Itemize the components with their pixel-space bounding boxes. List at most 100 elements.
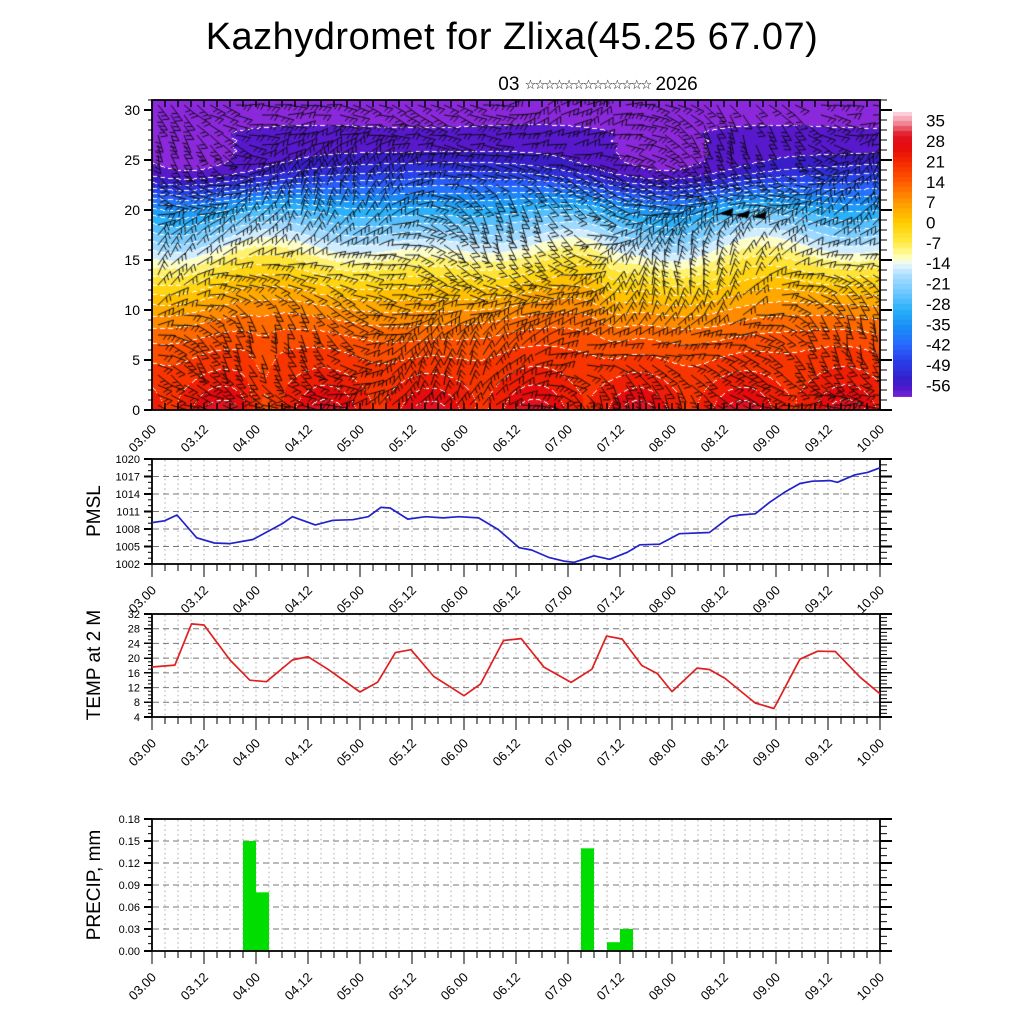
y-tick-label: 16 bbox=[128, 668, 140, 680]
y-tick-label: 1017 bbox=[116, 471, 140, 483]
y-tick-label: 12 bbox=[128, 683, 140, 695]
x-tick-label: 03.00 bbox=[126, 422, 160, 456]
y-tick-label: 30 bbox=[124, 102, 140, 118]
precip-bar bbox=[607, 942, 620, 951]
panel-frame bbox=[151, 818, 881, 952]
x-tick-label: 09.00 bbox=[750, 583, 784, 617]
page-title: Kazhydromet for Zlixa(45.25 67.07) bbox=[205, 16, 819, 58]
x-tick-label: 08.00 bbox=[646, 970, 680, 1004]
x-tick-label: 04.00 bbox=[230, 970, 264, 1004]
colorbar-tick-label: 35 bbox=[926, 112, 945, 131]
x-tick-label: 03.00 bbox=[126, 970, 160, 1004]
x-tick-label: 05.00 bbox=[334, 583, 368, 617]
x-tick-label: 05.12 bbox=[386, 422, 420, 456]
x-tick-label: 05.00 bbox=[334, 970, 368, 1004]
y-tick-label: 20 bbox=[124, 202, 140, 218]
cross-section-canvas bbox=[152, 100, 880, 410]
temp-line bbox=[151, 623, 881, 710]
x-tick-label: 07.00 bbox=[542, 736, 576, 770]
colorbar-tick-label: 0 bbox=[926, 214, 935, 233]
temp-axis-title: TEMP at 2 M bbox=[84, 609, 105, 721]
y-tick-label: 32 bbox=[128, 609, 140, 621]
panel-frame bbox=[151, 458, 881, 565]
y-tick-label: 0 bbox=[132, 402, 140, 418]
y-tick-label: 0.03 bbox=[119, 924, 140, 936]
y-tick-label: 4 bbox=[134, 712, 140, 724]
x-tick-label: 08.12 bbox=[698, 583, 732, 617]
x-tick-label: 06.12 bbox=[490, 583, 524, 617]
x-tick-label: 03.12 bbox=[178, 736, 212, 770]
x-tick-label: 04.00 bbox=[230, 736, 264, 770]
star-row: ☆☆☆☆☆☆☆☆☆☆☆☆☆ bbox=[524, 77, 653, 92]
date-subtitle: 03 ☆☆☆☆☆☆☆☆☆☆☆☆☆ 2026 bbox=[498, 74, 698, 96]
colorbar-tick-label: 14 bbox=[926, 173, 945, 192]
x-tick-label: 04.00 bbox=[230, 422, 264, 456]
x-tick-label: 08.00 bbox=[646, 422, 680, 456]
x-tick-label: 04.00 bbox=[230, 583, 264, 617]
colorbar-tick-label: 7 bbox=[926, 193, 935, 212]
y-tick-label: 1002 bbox=[116, 559, 140, 571]
y-tick-label: 0.15 bbox=[119, 836, 140, 848]
x-tick-label: 06.12 bbox=[490, 736, 524, 770]
y-tick-label: 0.06 bbox=[119, 902, 140, 914]
x-tick-label: 03.00 bbox=[126, 736, 160, 770]
y-tick-label: 10 bbox=[124, 302, 140, 318]
colorbar-tick-label: -35 bbox=[926, 315, 951, 334]
x-tick-label: 08.12 bbox=[698, 970, 732, 1004]
colorbar-tick-label: 28 bbox=[926, 132, 945, 151]
precip-bar bbox=[243, 841, 256, 951]
y-tick-label: 28 bbox=[128, 624, 140, 636]
precip-bar bbox=[620, 929, 633, 951]
x-tick-label: 09.12 bbox=[802, 970, 836, 1004]
x-tick-label: 05.12 bbox=[386, 583, 420, 617]
x-tick-label: 05.00 bbox=[334, 422, 368, 456]
x-tick-label: 04.12 bbox=[282, 422, 316, 456]
x-tick-label: 10.00 bbox=[854, 583, 888, 617]
precip-axis-title: PRECIP, mm bbox=[84, 829, 105, 941]
pmsl-line bbox=[151, 467, 881, 564]
x-tick-label: 08.12 bbox=[698, 736, 732, 770]
y-tick-label: 0.12 bbox=[119, 858, 140, 870]
x-tick-label: 03.12 bbox=[178, 422, 212, 456]
colorbar-tick-label: -21 bbox=[926, 275, 951, 294]
y-tick-label: 1008 bbox=[116, 524, 140, 536]
y-tick-label: 1020 bbox=[116, 454, 140, 466]
x-tick-label: 05.12 bbox=[386, 970, 420, 1004]
panel-frame bbox=[151, 613, 881, 718]
x-tick-label: 09.12 bbox=[802, 422, 836, 456]
x-tick-label: 04.12 bbox=[282, 970, 316, 1004]
y-tick-label: 1011 bbox=[116, 506, 140, 518]
x-tick-label: 08.12 bbox=[698, 422, 732, 456]
colorbar-canvas bbox=[893, 112, 912, 397]
x-tick-label: 09.00 bbox=[750, 970, 784, 1004]
pmsl-axis-title: PMSL bbox=[84, 485, 105, 537]
x-tick-label: 07.00 bbox=[542, 970, 576, 1004]
y-tick-label: 1014 bbox=[116, 489, 140, 501]
y-tick-label: 0.18 bbox=[119, 814, 140, 826]
x-tick-label: 03.12 bbox=[178, 583, 212, 617]
x-tick-label: 07.00 bbox=[542, 583, 576, 617]
colorbar-tick-label: -49 bbox=[926, 356, 951, 375]
x-tick-label: 04.12 bbox=[282, 736, 316, 770]
x-tick-label: 03.12 bbox=[178, 970, 212, 1004]
x-tick-label: 10.00 bbox=[854, 422, 888, 456]
y-tick-label: 20 bbox=[128, 653, 140, 665]
y-tick-label: 1005 bbox=[116, 541, 140, 553]
x-tick-label: 09.00 bbox=[750, 422, 784, 456]
x-tick-label: 10.00 bbox=[854, 970, 888, 1004]
colorbar-tick-label: -14 bbox=[926, 254, 951, 273]
x-tick-label: 06.00 bbox=[438, 583, 472, 617]
x-tick-label: 09.12 bbox=[802, 583, 836, 617]
precip-bar bbox=[581, 848, 594, 951]
x-tick-label: 07.12 bbox=[594, 736, 628, 770]
subtitle-year: 2026 bbox=[655, 74, 698, 95]
subtitle-month: 03 bbox=[498, 74, 520, 95]
y-tick-label: 25 bbox=[124, 152, 140, 168]
y-tick-label: 0.00 bbox=[119, 946, 140, 958]
y-tick-label: 8 bbox=[134, 697, 140, 709]
x-tick-label: 07.12 bbox=[594, 970, 628, 1004]
colorbar-tick-label: -28 bbox=[926, 295, 951, 314]
colorbar-tick-label: -56 bbox=[926, 376, 951, 395]
x-tick-label: 07.12 bbox=[594, 583, 628, 617]
x-tick-label: 04.12 bbox=[282, 583, 316, 617]
